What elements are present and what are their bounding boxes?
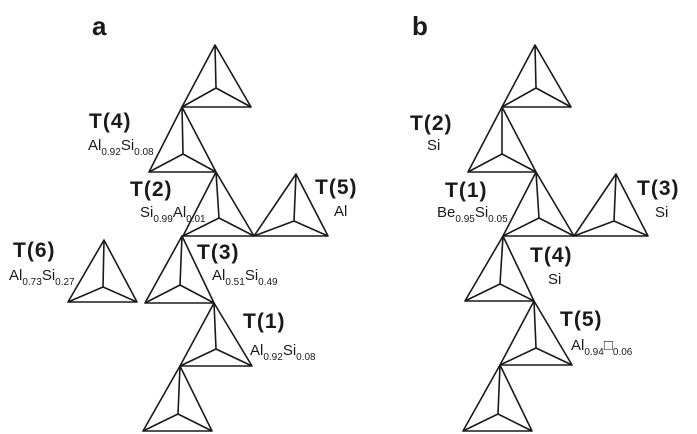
element-symbol: Si [245, 267, 258, 284]
tetrahedron [253, 173, 329, 237]
occupancy-fraction: 0.08 [296, 352, 316, 363]
occupancy-fraction: 0.06 [613, 347, 633, 358]
tetrahedron [462, 364, 533, 432]
occupancy-a-t1: Al0.92Si0.08 [250, 342, 316, 363]
occupancy-a-t5: Al [334, 203, 347, 220]
element-symbol: Si [283, 342, 296, 359]
occupancy-a-t4: Al0.92Si0.08 [88, 137, 154, 158]
site-label-b-t2: T(2) [410, 112, 453, 135]
tetrahedron [499, 300, 573, 366]
site-label-a-t2: T(2) [130, 178, 173, 201]
site-label-a-t3: T(3) [197, 241, 240, 264]
tetrahedron [182, 171, 255, 237]
element-symbol: Si [655, 204, 668, 221]
site-label-a-t6: T(6) [13, 239, 56, 262]
element-symbol: □ [604, 337, 613, 354]
tetrahedron [501, 44, 572, 108]
occupancy-fraction: 0.95 [455, 214, 475, 225]
occupancy-a-t6: Al0.73Si0.27 [9, 267, 75, 288]
tetrahedron [502, 171, 575, 237]
occupancy-fraction: 0.92 [263, 352, 283, 363]
element-symbol: Si [475, 204, 488, 221]
occupancy-b-t1: Be0.95Si0.05 [437, 204, 508, 225]
element-symbol: Al [173, 204, 186, 221]
element-symbol: Al [88, 137, 101, 154]
occupancy-fraction: 0.27 [55, 277, 75, 288]
tetrahedron [142, 365, 213, 432]
occupancy-a-t2: Si0.99Al0.01 [140, 204, 206, 225]
site-label-a-t5: T(5) [315, 176, 358, 199]
tetrahedron [179, 302, 253, 367]
element-symbol: Si [140, 204, 153, 221]
element-symbol: Al [571, 337, 584, 354]
occupancy-b-t3: Si [655, 204, 668, 221]
panel-letter-a: a [92, 11, 107, 41]
occupancy-b-t2: Si [427, 137, 440, 154]
site-label-a-t4: T(4) [89, 110, 132, 133]
tetrahedron [573, 173, 649, 237]
occupancy-fraction: 0.01 [186, 214, 206, 225]
occupancy-b-t5: Al0.94□0.06 [571, 337, 633, 358]
tetrahedron [467, 106, 537, 173]
element-symbol: Be [437, 204, 455, 221]
tetrahedron [67, 239, 138, 303]
element-symbol: Si [121, 137, 134, 154]
tetrahedron [144, 235, 215, 304]
panel-letter-b: b [412, 11, 428, 41]
element-symbol: Si [427, 137, 440, 154]
tetrahedron [148, 106, 217, 173]
occupancy-fraction: 0.49 [258, 277, 278, 288]
occupancy-fraction: 0.73 [22, 277, 42, 288]
element-symbol: Al [212, 267, 225, 284]
site-label-b-t3: T(3) [637, 177, 680, 200]
occupancy-fraction: 0.99 [153, 214, 173, 225]
site-label-b-t5: T(5) [560, 308, 603, 331]
site-label-b-t4: T(4) [530, 244, 573, 267]
element-symbol: Si [548, 271, 561, 288]
tetrahedron [181, 44, 252, 108]
site-label-a-t1: T(1) [243, 310, 286, 333]
element-symbol: Al [334, 203, 347, 220]
site-label-b-t1: T(1) [445, 179, 488, 202]
occupancy-fraction: 0.05 [488, 214, 508, 225]
element-symbol: Si [42, 267, 55, 284]
occupancy-fraction: 0.92 [101, 147, 121, 158]
element-symbol: Al [250, 342, 263, 359]
occupancy-b-t4: Si [548, 271, 561, 288]
occupancy-fraction: 0.51 [225, 277, 245, 288]
occupancy-fraction: 0.08 [134, 147, 154, 158]
occupancy-a-t3: Al0.51Si0.49 [212, 267, 278, 288]
element-symbol: Al [9, 267, 22, 284]
occupancy-fraction: 0.94 [584, 347, 604, 358]
tetrahedron [464, 235, 535, 302]
